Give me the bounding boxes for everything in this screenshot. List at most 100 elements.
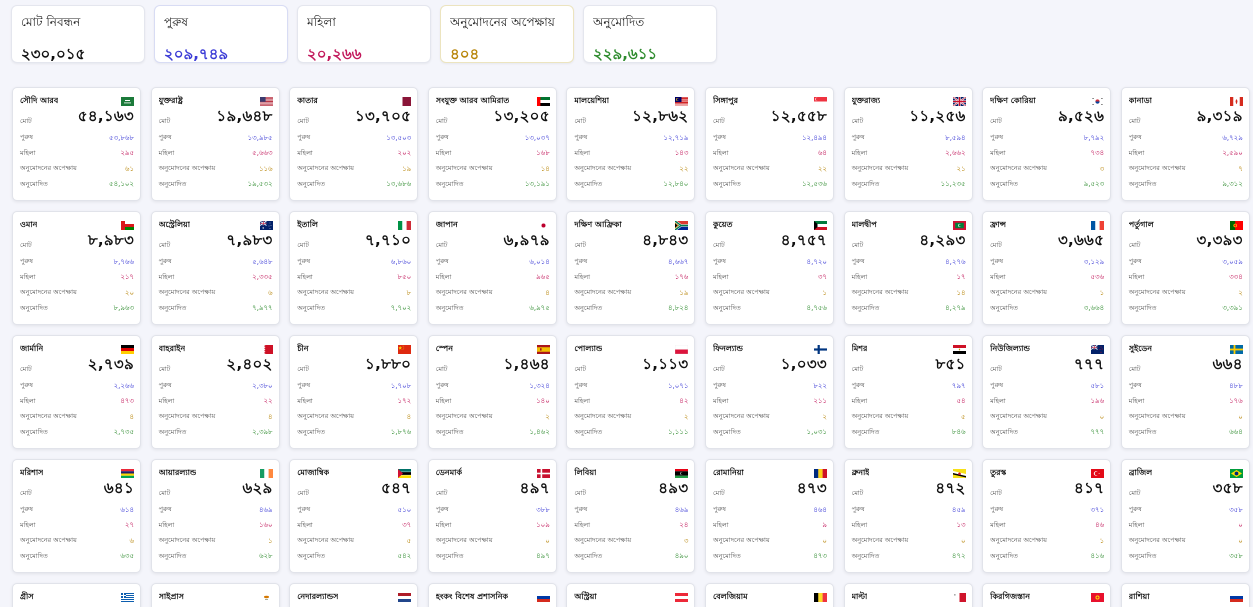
pending-row: অনুমোদনের অপেক্ষায় ৪ (297, 409, 411, 425)
total-value: ৪৭৩ (796, 479, 827, 497)
country-name: যুক্তরাজ্য (851, 95, 881, 105)
country-name: ব্রাজিল (1128, 467, 1153, 477)
flag-icon-gb (952, 96, 966, 106)
female-row: মহিলা ২২ (159, 394, 273, 410)
country-card-partial-8: রাশিয়া (1120, 583, 1250, 607)
total-label: মোট (158, 241, 171, 249)
country-name: যুক্তরাষ্ট্র (158, 95, 183, 105)
pending-value: ৮ (406, 288, 412, 297)
total-label: মোট (435, 365, 448, 373)
total-row: মোট ১৩,২০৫ (436, 107, 550, 130)
approved-value: ১৯,৫৩২ (247, 180, 273, 189)
approved-row: অনুমোদিত ৪,২৭৯ (852, 301, 966, 317)
pending-value: ৬ (268, 288, 273, 297)
female-row: মহিলা ২৭ (20, 518, 134, 534)
card-header: কিরগিজস্তান (990, 590, 1105, 604)
total-value: ৯,৫২৬ (1057, 107, 1105, 125)
male-value: ৮,৭৯২ (1083, 133, 1105, 142)
total-row: মোট ১১,২৫৬ (852, 107, 966, 130)
approved-value: ৬২৮ (258, 552, 273, 561)
female-row: মহিলা ৮৫০ (297, 270, 411, 286)
approved-value: ৮৪৬ (951, 428, 966, 437)
approved-label: অনুমোদিত (158, 551, 187, 560)
pending-row: অনুমোদনের অপেক্ষায় ৪ (436, 285, 550, 301)
male-row: পুরুষ ৩৫৮ (1129, 502, 1243, 518)
pending-value: ১৪ (540, 164, 550, 173)
pending-label: অনুমোদনের অপেক্ষায় (20, 536, 77, 545)
female-label: মহিলা (297, 148, 313, 157)
female-row: মহিলা ২,৬৬২ (852, 146, 966, 162)
flag-icon-ro (813, 468, 827, 478)
pending-value: ৭ (1238, 164, 1243, 173)
flag-icon-gr (121, 592, 134, 602)
pending-label: অনুমোদনের অপেক্ষায় (158, 536, 216, 545)
male-value: ১,০৭১ (667, 381, 689, 390)
male-row: পুরুষ ৭৯৭ (852, 378, 966, 394)
pending-row: অনুমোদনের অপেক্ষায় ১ (990, 533, 1104, 549)
total-label: মোট (574, 365, 587, 373)
pending-value: ২১ (956, 164, 966, 173)
country-card-24: মিশর মোট ৮৫১ পুরুষ ৭৯৭ মহিলা ৫৪ অনুমোদনে… (843, 335, 973, 449)
approved-label: অনুমোদিত (712, 179, 741, 188)
pending-value: ১ (822, 288, 827, 297)
summary-pending-label: অনুমোদনের অপেক্ষায় (450, 15, 555, 29)
male-label: পুরুষ (20, 133, 33, 142)
approved-value: ৯,৩১২ (1222, 180, 1243, 189)
approved-value: ১,০৩১ (806, 428, 827, 437)
total-row: মোট ৩,৬৬৫ (990, 231, 1104, 254)
country-card-14: কুয়েত মোট ৪,৭৫৭ পুরুষ ৪,৭২০ মহিলা ৩৭ অন… (704, 211, 834, 325)
female-value: ৫৪ (956, 397, 966, 406)
female-value: ২,৫৯০ (1222, 149, 1243, 158)
pending-label: অনুমোদনের অপেক্ষায় (158, 164, 216, 173)
pending-value: ২ (822, 412, 827, 421)
approved-row: অনুমোদিত ৫৪,১০২ (20, 177, 134, 193)
approved-row: অনুমোদিত ৭,৭০২ (297, 301, 411, 317)
female-row: মহিলা ৩৭ (297, 518, 411, 534)
country-name: বাহরাইন (158, 343, 186, 353)
male-value: ২,২৬৬ (113, 381, 134, 390)
female-value: ৩৭ (817, 273, 827, 282)
card-header: হংকং বিশেষ প্রশাসনিক (436, 590, 550, 604)
country-card-26: সুইডেন মোট ৬৬৪ পুরুষ ৪৮৮ মহিলা ১৭৬ অনুমো… (1120, 335, 1250, 449)
approved-label: অনুমোদিত (20, 551, 48, 560)
summary-approved-card: অনুমোদিত ২২৯,৬১১ (583, 5, 717, 63)
total-label: মোট (851, 365, 864, 373)
country-card-10: অস্ট্রেলিয়া মোট ৭,৯৮৩ পুরুষ ৫,৬৪৮ মহিলা… (150, 211, 280, 325)
country-name: কানাডা (1128, 95, 1152, 105)
card-header: ব্রুনাই (852, 466, 966, 480)
male-row: পুরুষ ৮,৫৯৪ (852, 130, 966, 146)
male-label: পুরুষ (297, 381, 311, 390)
card-header: সুইডেন (1129, 342, 1243, 356)
pending-row: অনুমোদনের অপেক্ষায় ২ (1129, 285, 1243, 301)
male-label: পুরুষ (1128, 257, 1142, 266)
male-label: পুরুষ (851, 505, 865, 514)
approved-label: অনুমোদিত (712, 303, 741, 312)
approved-value: ৪৭২ (951, 552, 966, 561)
summary-male-card: পুরুষ ২০৯,৭৪৯ (154, 5, 288, 63)
female-row: মহিলা ৩৩৪ (1129, 270, 1243, 286)
female-value: ১৬০ (258, 521, 273, 530)
total-value: ১১,২৫৬ (909, 107, 966, 125)
male-label: পুরুষ (20, 505, 33, 514)
flag-icon-sa (121, 96, 134, 106)
total-label: মোট (20, 489, 32, 497)
pending-label: অনুমোদনের অপেক্ষায় (20, 164, 77, 173)
pending-row: অনুমোদনের অপেক্ষায় ৫ (297, 533, 411, 549)
female-value: ২১৭ (120, 273, 134, 282)
pending-value: ১৪ (956, 288, 966, 297)
female-value: ৪২ (679, 397, 689, 406)
total-row: মোট ৪,৭৫৭ (713, 231, 827, 254)
country-name: কুয়েত (712, 219, 733, 229)
male-row: পুরুষ ৪৫৯ (852, 502, 966, 518)
total-row: মোট ৬২৯ (159, 479, 273, 502)
approved-label: অনুমোদিত (20, 303, 48, 312)
total-label: মোট (297, 241, 309, 249)
female-value: ২,৬৬২ (945, 149, 966, 158)
male-row: পুরুষ ৬,০১৪ (436, 254, 550, 270)
male-label: পুরুষ (574, 381, 588, 390)
flag-icon-fr (1091, 220, 1105, 230)
country-name: নেদারল্যান্ডস (297, 591, 339, 601)
approved-label: অনুমোদিত (990, 427, 1018, 436)
male-row: পুরুষ ৩,০৫৯ (1129, 254, 1243, 270)
male-row: পুরুষ ২,২৬৬ (20, 378, 134, 394)
